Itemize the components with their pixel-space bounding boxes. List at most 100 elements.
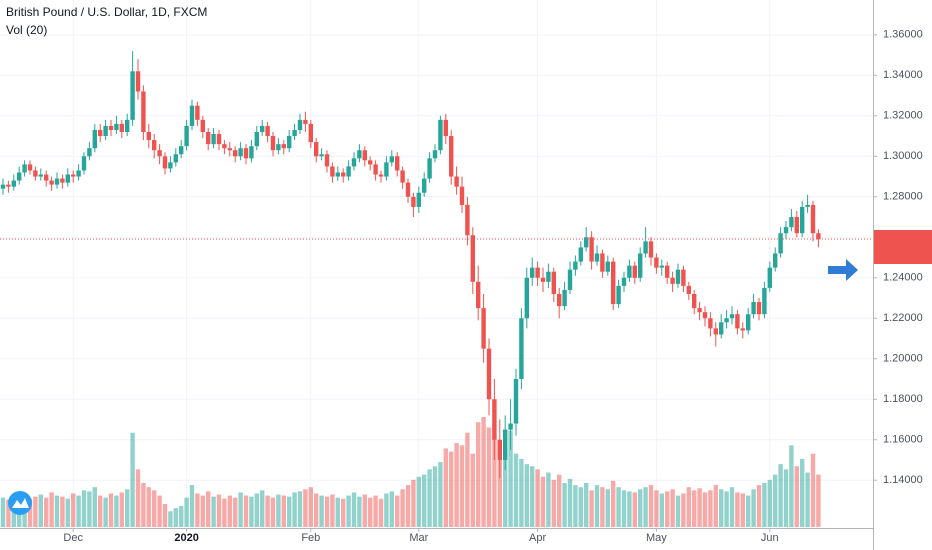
candle-body <box>492 399 497 440</box>
volume-bar <box>697 488 702 527</box>
volume-bar <box>616 487 621 527</box>
candle-body <box>405 182 411 197</box>
volume-bar <box>49 492 54 527</box>
plot <box>0 0 932 528</box>
volume-bar <box>130 432 135 527</box>
candle-body <box>476 281 481 309</box>
candle-body <box>103 125 108 137</box>
volume-bar <box>524 464 529 527</box>
y-tick-label: 1.14000 <box>883 474 923 486</box>
volume-bar <box>146 487 151 527</box>
volume-bar <box>470 453 475 527</box>
x-tick-label: May <box>646 532 667 544</box>
y-tick-label: 1.24000 <box>883 272 923 284</box>
volume-bar <box>168 511 173 527</box>
volume-bar <box>108 493 114 527</box>
candle-body <box>773 253 778 268</box>
candle-body <box>756 302 762 315</box>
candle-body <box>168 162 173 169</box>
volume-bar <box>513 453 519 527</box>
volume-bar <box>427 469 432 527</box>
volume-bar <box>395 495 400 527</box>
candle-body <box>92 129 97 149</box>
volume-label: Vol (20) <box>6 23 47 37</box>
volume-bar <box>324 496 330 527</box>
volume-bar <box>157 495 162 527</box>
volume-bar <box>670 489 675 527</box>
volume-bar <box>530 466 535 527</box>
volume-bar <box>276 494 281 527</box>
volume-bar <box>594 485 600 527</box>
candle-body <box>179 146 184 155</box>
volume-bar <box>135 469 141 527</box>
volume-bar <box>708 490 713 527</box>
volume-bar <box>519 458 524 527</box>
volume-bar <box>87 491 92 527</box>
volume-bar <box>92 487 97 527</box>
candle-body <box>805 204 810 207</box>
volume-bar <box>578 487 583 527</box>
volume-bar <box>486 427 492 527</box>
candle-body <box>400 170 405 183</box>
candle-body <box>810 204 816 234</box>
candle-body <box>281 144 286 149</box>
candle-body <box>681 269 686 286</box>
x-tick-label: 2020 <box>174 532 198 544</box>
volume-bar <box>211 496 216 527</box>
candle-body <box>254 132 259 147</box>
volume-bar <box>422 474 427 527</box>
candle-body <box>49 180 54 185</box>
arrow-icon <box>828 259 858 281</box>
candle-body <box>648 241 654 258</box>
candle-body <box>44 174 49 181</box>
candle-body <box>119 123 124 132</box>
volume-bar <box>686 487 691 527</box>
volume-bar <box>773 474 778 527</box>
candle-body <box>762 287 767 315</box>
candle-body <box>465 204 470 236</box>
candle-body <box>324 154 330 167</box>
candle-body <box>508 423 513 430</box>
volume-bar <box>643 487 648 527</box>
candle-body <box>0 184 6 189</box>
candle-body <box>152 140 157 151</box>
volume-bar <box>346 495 351 527</box>
candle-body <box>108 125 114 130</box>
volume-bar <box>465 432 470 527</box>
volume-bar <box>98 495 103 527</box>
volume-bar <box>675 495 681 527</box>
candle-body <box>287 136 292 149</box>
volume-bar <box>389 491 394 527</box>
volume-bar <box>222 498 227 527</box>
x-tick-label: Dec <box>63 532 83 544</box>
candle-body <box>384 162 389 177</box>
candle-body <box>443 119 448 137</box>
candle-body <box>578 247 583 262</box>
candle-body <box>243 148 249 159</box>
volume-bar <box>200 495 205 527</box>
candle-body <box>670 277 675 284</box>
candle-body <box>335 172 340 177</box>
candle-body <box>38 174 43 177</box>
candle-body <box>454 176 459 187</box>
candle-body <box>427 158 432 179</box>
volume-bar <box>627 491 632 527</box>
volume-bar <box>416 476 421 527</box>
volume-bar <box>400 489 405 527</box>
volume-bar <box>65 498 70 527</box>
volume-bar <box>794 466 799 527</box>
volume-bar <box>378 498 384 527</box>
volume-bar <box>0 497 6 527</box>
x-tick-label: Mar <box>409 532 428 544</box>
candle-body <box>17 172 22 181</box>
volume-bar <box>751 489 756 527</box>
candle-body <box>557 293 562 307</box>
candle-body <box>702 312 708 319</box>
candle-body <box>584 237 589 248</box>
candle-body <box>540 277 546 282</box>
volume-bar <box>335 497 340 527</box>
volume-bar <box>621 490 627 527</box>
volume-bar <box>330 494 335 527</box>
volume-bar <box>341 498 346 527</box>
volume-bar <box>562 483 567 527</box>
